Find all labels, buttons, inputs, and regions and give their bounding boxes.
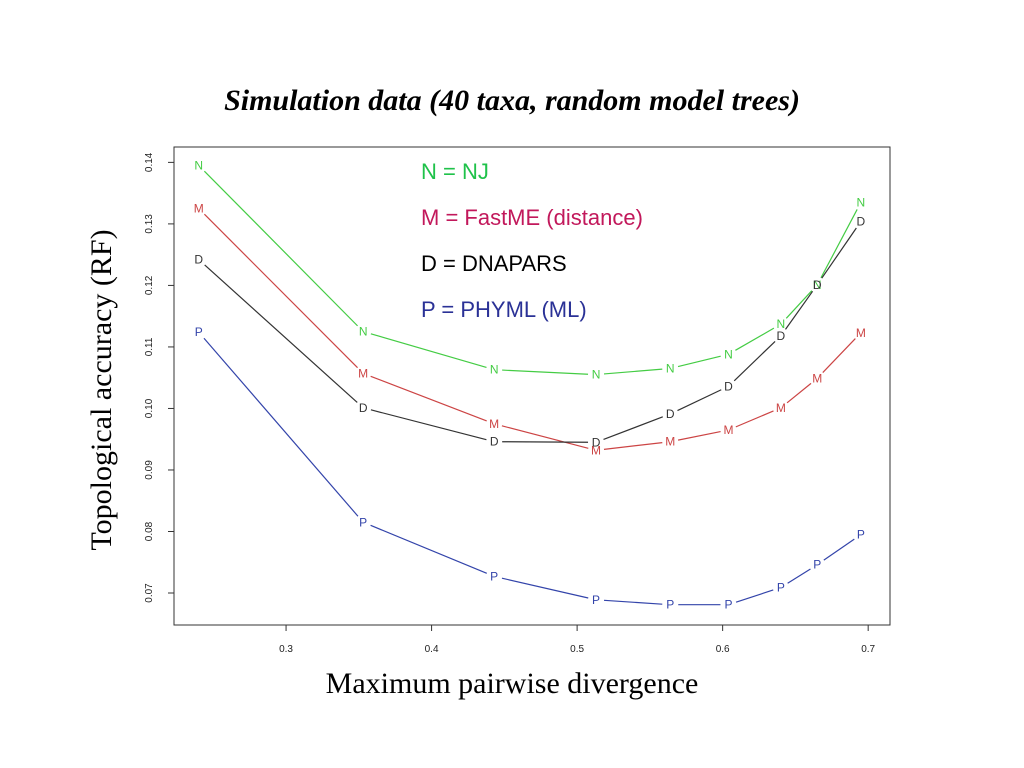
data-point-p: P [777, 580, 785, 594]
data-point-m: M [723, 423, 733, 437]
series-line-m [203, 213, 358, 369]
data-point-d: D [857, 214, 866, 228]
series-line-p [603, 599, 663, 605]
y-tick-label: 0.07 [144, 583, 155, 603]
series-line-m [735, 410, 774, 428]
series-line-m [822, 338, 856, 373]
series-line-p [735, 589, 774, 603]
x-axis-label: Maximum pairwise divergence [325, 667, 699, 700]
data-point-m: M [194, 202, 204, 216]
series-line-m [677, 430, 721, 441]
data-point-p: P [490, 569, 498, 583]
legend: N = NJ M = FastME (distance) D = DNAPARS P … [421, 159, 643, 322]
data-point-n: N [666, 361, 675, 375]
series-line-m [370, 375, 487, 422]
series-line-p [823, 538, 855, 561]
series-line-d [821, 227, 857, 279]
x-tick-label: 0.7 [861, 644, 875, 655]
y-tick-label: 0.13 [144, 214, 155, 234]
series-line-p [370, 524, 487, 574]
series-line-d [370, 409, 487, 441]
x-tick-label: 0.5 [570, 644, 584, 655]
x-tick-label: 0.6 [716, 644, 730, 655]
series-line-d [204, 264, 358, 403]
series-line-n [370, 333, 487, 369]
y-tick-label: 0.11 [144, 337, 155, 356]
data-point-m: M [591, 443, 601, 457]
series-line-p [501, 577, 589, 599]
data-point-n: N [359, 325, 368, 339]
y-tick-label: 0.14 [144, 152, 155, 172]
data-point-d: D [813, 278, 822, 292]
series-line-m [603, 442, 663, 450]
series-line-d [603, 416, 663, 441]
series-line-m [501, 425, 589, 449]
y-tick-label: 0.08 [144, 521, 155, 541]
data-point-n: N [777, 317, 786, 331]
series-line-n [677, 355, 721, 368]
axis-ticks: 0.3 0.4 0.5 0.6 0.7 0.07 0.08 0.09 0.10 0.11 0.12 0… [144, 152, 876, 655]
series-line-d [502, 441, 589, 443]
series-line-n [735, 327, 775, 351]
series-line-n [603, 368, 663, 375]
data-point-m: M [665, 435, 675, 449]
data-point-m: M [776, 401, 786, 415]
series-line-p [787, 568, 811, 584]
chart-title: Simulation data (40 taxa, random model t… [224, 84, 800, 117]
data-point-p: P [813, 558, 821, 572]
x-tick-label: 0.3 [279, 644, 293, 655]
series-line-d [733, 340, 776, 382]
legend-entry: N = NJ [421, 159, 489, 184]
series-line-m [786, 382, 812, 404]
data-point-d: D [359, 401, 368, 415]
data-point-m: M [856, 326, 866, 340]
legend-entry: P = PHYML (ML) [421, 297, 587, 322]
series-line-n [203, 170, 358, 327]
series-line-n [785, 290, 813, 319]
series-line-p [203, 337, 359, 517]
data-point-n: N [592, 368, 601, 382]
data-point-p: P [359, 515, 367, 529]
data-point-p: P [724, 598, 732, 612]
data-point-m: M [812, 371, 822, 385]
data-point-p: P [592, 593, 600, 607]
data-point-d: D [592, 435, 601, 449]
data-point-n: N [194, 158, 203, 172]
data-point-d: D [194, 253, 203, 267]
data-point-d: D [724, 379, 733, 393]
y-tick-label: 0.09 [144, 460, 155, 480]
data-point-d: D [490, 435, 499, 449]
data-point-p: P [857, 528, 865, 542]
series-line-n [820, 209, 858, 279]
data-point-n: N [490, 363, 499, 377]
data-point-d: D [666, 407, 675, 421]
data-point-m: M [489, 417, 499, 431]
data-point-n: N [857, 195, 866, 209]
data-point-m: M [358, 366, 368, 380]
legend-entry: M = FastME (distance) [421, 205, 643, 230]
y-tick-label: 0.10 [144, 398, 155, 418]
series-line-d [785, 290, 814, 330]
y-tick-label: 0.12 [144, 275, 155, 295]
series-line-n [502, 369, 589, 375]
data-point-n: N [813, 278, 822, 292]
legend-entry: D = DNAPARS [421, 251, 567, 276]
data-point-n: N [724, 347, 733, 361]
series-lines [203, 170, 858, 606]
data-point-p: P [666, 598, 674, 612]
data-point-d: D [777, 329, 786, 343]
series-line-d [677, 389, 722, 412]
data-point-p: P [195, 325, 203, 339]
x-tick-label: 0.4 [425, 644, 439, 655]
plot-frame [173, 146, 891, 626]
